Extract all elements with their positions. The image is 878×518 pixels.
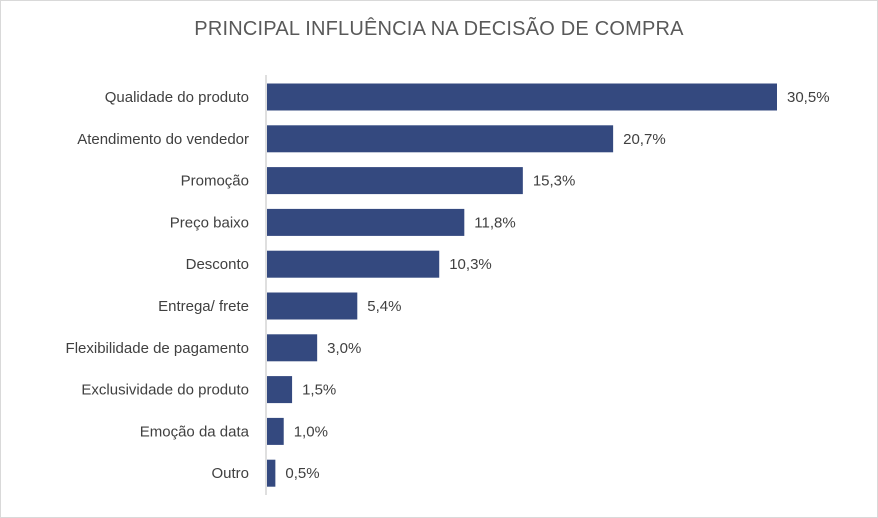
data-label: 5,4% [367, 298, 401, 315]
data-label: 10,3% [449, 256, 492, 273]
bar [267, 125, 614, 153]
bar [267, 292, 358, 320]
category-label: Atendimento do vendedor [77, 131, 249, 148]
bar [267, 208, 465, 236]
bar [267, 376, 293, 404]
data-label: 0,5% [285, 465, 319, 482]
category-label: Desconto [186, 256, 249, 273]
category-label: Exclusividade do produto [81, 382, 249, 399]
category-label: Preço baixo [170, 214, 249, 231]
data-label: 1,0% [294, 423, 328, 440]
category-label: Flexibilidade de pagamento [66, 340, 249, 357]
data-label: 11,8% [474, 214, 515, 231]
chart-title: PRINCIPAL INFLUÊNCIA NA DECISÃO DE COMPR… [194, 18, 684, 40]
data-label: 30,5% [787, 89, 830, 106]
bar [267, 334, 318, 362]
data-label: 15,3% [533, 173, 576, 190]
bar [267, 417, 284, 445]
data-label: 1,5% [302, 382, 336, 399]
category-label: Emoção da data [140, 423, 250, 440]
category-label: Promoção [181, 173, 249, 190]
bar [267, 250, 440, 278]
data-label: 3,0% [327, 340, 361, 357]
bar [267, 83, 777, 111]
category-label: Entrega/ frete [158, 298, 249, 315]
bar [267, 459, 276, 487]
bar [267, 167, 523, 195]
data-label: 20,7% [623, 131, 666, 148]
category-label: Qualidade do produto [105, 89, 249, 106]
category-label: Outro [211, 465, 249, 482]
